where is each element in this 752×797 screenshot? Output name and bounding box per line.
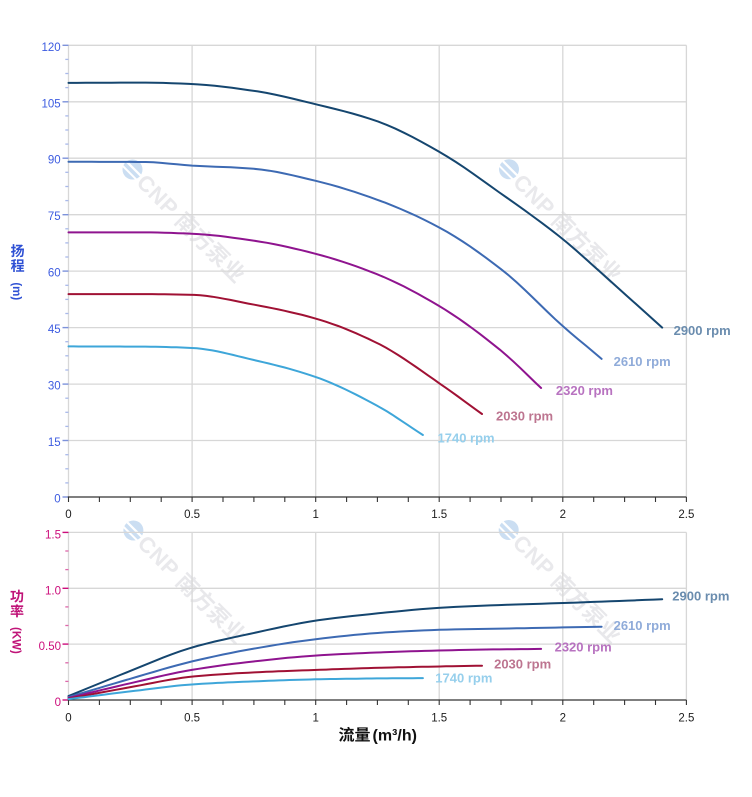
svg-text:75: 75: [48, 211, 61, 223]
svg-text:2: 2: [560, 509, 566, 521]
svg-text:2.5: 2.5: [678, 509, 694, 521]
svg-text:60: 60: [48, 268, 61, 280]
svg-text:1740 rpm: 1740 rpm: [435, 671, 492, 686]
svg-text:(m): (m): [10, 282, 22, 300]
svg-text:1.5: 1.5: [45, 529, 61, 541]
svg-text:1: 1: [312, 713, 318, 725]
svg-text:0.50: 0.50: [39, 641, 61, 653]
svg-text:1.5: 1.5: [431, 509, 447, 521]
svg-text:45: 45: [48, 324, 61, 336]
svg-text:2320 rpm: 2320 rpm: [555, 639, 612, 654]
svg-text:(m³/h): (m³/h): [373, 728, 417, 745]
svg-text:15: 15: [48, 437, 61, 449]
svg-text:0: 0: [65, 509, 71, 521]
svg-text:2320 rpm: 2320 rpm: [556, 383, 613, 398]
svg-text:(KW): (KW): [10, 627, 22, 654]
svg-text:2610 rpm: 2610 rpm: [614, 618, 671, 633]
svg-text:0.5: 0.5: [184, 509, 200, 521]
svg-text:1.0: 1.0: [45, 585, 61, 597]
svg-text:2900 rpm: 2900 rpm: [672, 589, 729, 604]
svg-text:2900 rpm: 2900 rpm: [674, 323, 731, 338]
svg-text:2610 rpm: 2610 rpm: [614, 354, 671, 369]
svg-text:2.5: 2.5: [678, 713, 694, 725]
svg-text:1: 1: [312, 509, 318, 521]
svg-text:2: 2: [560, 713, 566, 725]
svg-text:105: 105: [42, 98, 61, 110]
svg-text:2030 rpm: 2030 rpm: [496, 408, 553, 423]
svg-text:1.5: 1.5: [431, 713, 447, 725]
svg-text:120: 120: [42, 42, 61, 54]
svg-text:90: 90: [48, 155, 61, 167]
svg-text:0: 0: [55, 697, 61, 709]
svg-text:0.5: 0.5: [184, 713, 200, 725]
svg-text:0: 0: [65, 713, 71, 725]
svg-text:1740 rpm: 1740 rpm: [438, 430, 495, 445]
svg-text:2030 rpm: 2030 rpm: [494, 657, 551, 672]
svg-text:0: 0: [54, 494, 60, 506]
svg-text:30: 30: [48, 381, 61, 393]
